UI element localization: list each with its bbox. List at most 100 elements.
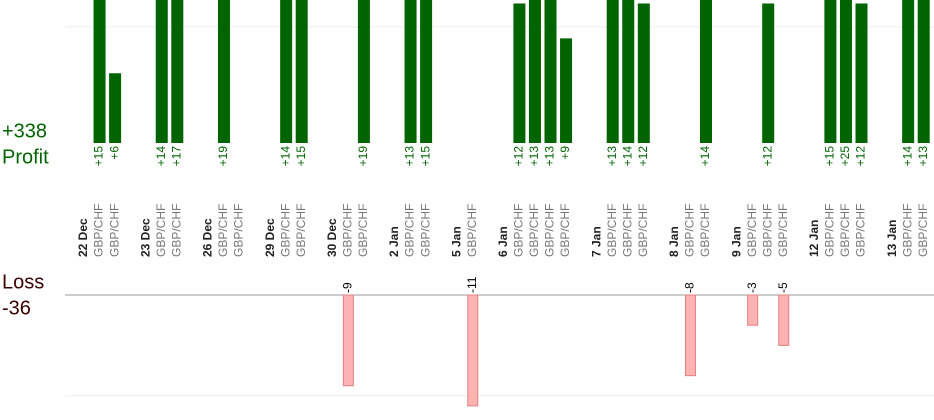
profit-value-label: +12 [854, 146, 868, 167]
profit-bar [824, 0, 837, 143]
pair-label: GBP/CHF [776, 204, 790, 257]
profit-bar [295, 0, 308, 143]
loss-bar [467, 294, 479, 407]
profit-bar [855, 3, 868, 143]
date-label: 2 Jan [387, 226, 401, 257]
profit-value-label: +17 [169, 146, 183, 167]
profit-total: +338 [2, 120, 47, 142]
loss-bar [342, 294, 354, 387]
profit-value-label: +15 [294, 146, 308, 167]
date-label: 13 Jan [885, 220, 899, 257]
loss-value-label: -11 [465, 276, 479, 293]
profit-bar [762, 3, 775, 143]
profit-value-label: +19 [216, 146, 230, 167]
pair-label: GBP/CHF [527, 204, 541, 257]
pair-label: GBP/CHF [760, 204, 774, 257]
profit-bar [404, 0, 417, 144]
pair-label: GBP/CHF [107, 204, 121, 257]
profit-value-label: +15 [92, 146, 106, 167]
profit-bar [544, 0, 557, 144]
loss-total: -36 [2, 297, 31, 319]
pair-label: GBP/CHF [558, 204, 572, 257]
pair-label: GBP/CHF [169, 204, 183, 257]
date-label: 5 Jan [449, 226, 463, 257]
profit-bar [606, 0, 619, 144]
loss-bar [778, 294, 790, 346]
profit-value-label: +15 [823, 146, 837, 167]
pair-label: GBP/CHF [900, 204, 914, 257]
profit-value-label: +13 [527, 146, 541, 167]
pair-label: GBP/CHF [92, 204, 106, 257]
pair-label: GBP/CHF [154, 204, 168, 257]
profit-value-label: +15 [418, 146, 432, 167]
profit-bar [357, 0, 370, 144]
date-label: 6 Jan [496, 226, 510, 257]
profit-label: Profit [2, 146, 49, 168]
profit-bar [528, 0, 541, 144]
profit-value-label: +13 [403, 146, 417, 167]
pair-label: GBP/CHF [278, 204, 292, 257]
pair-label: GBP/CHF [698, 204, 712, 257]
profit-value-label: +25 [838, 146, 852, 167]
date-label: 23 Dec [138, 218, 152, 257]
pair-label: GBP/CHF [605, 204, 619, 257]
profit-value-label: +14 [900, 146, 914, 167]
pair-label: GBP/CHF [854, 204, 868, 257]
pair-label: GBP/CHF [745, 204, 759, 257]
profit-value-label: +14 [698, 146, 712, 167]
profit-bar [902, 0, 915, 143]
profit-value-label: +13 [605, 146, 619, 167]
profit-value-label: +13 [916, 146, 930, 167]
loss-bar [684, 294, 696, 377]
profit-value-label: +12 [512, 146, 526, 167]
profit-bar [280, 0, 293, 143]
pair-label: GBP/CHF [341, 204, 355, 257]
pair-label: GBP/CHF [636, 204, 650, 257]
profit-bar [700, 0, 712, 143]
date-label: 30 Dec [325, 218, 339, 257]
loss-value-label: -3 [745, 282, 759, 293]
loss-label: Loss [2, 271, 44, 293]
date-label: 9 Jan [729, 226, 743, 257]
pair-label: GBP/CHF [418, 204, 432, 257]
loss-bar [747, 294, 759, 326]
pair-label: GBP/CHF [294, 204, 308, 257]
pair-label: GBP/CHF [512, 204, 526, 257]
loss-value-label: -8 [683, 282, 697, 293]
pair-label: GBP/CHF [620, 204, 634, 257]
date-label: 12 Jan [807, 220, 821, 257]
profit-value-label: +9 [558, 146, 572, 160]
profit-bar [109, 73, 122, 143]
profit-value-label: +14 [278, 146, 292, 167]
profit-bar [217, 0, 230, 144]
profit-value-label: +19 [356, 146, 370, 167]
date-label: 8 Jan [667, 226, 681, 257]
date-label: 29 Dec [263, 218, 277, 257]
profit-bar [420, 0, 433, 143]
profit-value-label: +6 [107, 146, 121, 160]
profit-bar [155, 0, 168, 143]
date-label: 26 Dec [201, 218, 215, 257]
pair-label: GBP/CHF [232, 204, 246, 257]
profit-value-label: +13 [543, 146, 557, 167]
profit-bar [622, 0, 635, 143]
profit-bar [637, 3, 650, 143]
pair-label: GBP/CHF [465, 204, 479, 257]
date-label: 7 Jan [589, 226, 603, 257]
pair-label: GBP/CHF [838, 204, 852, 257]
pair-label: GBP/CHF [356, 204, 370, 257]
profit-value-label: +14 [620, 146, 634, 167]
profit-bar [513, 3, 526, 143]
loss-value-label: -5 [776, 282, 790, 293]
profit-bar [560, 38, 573, 143]
profit-bar [917, 0, 930, 144]
pair-label: GBP/CHF [403, 204, 417, 257]
profit-value-label: +14 [154, 146, 168, 167]
pair-label: GBP/CHF [543, 204, 557, 257]
profit-value-label: +12 [760, 146, 774, 167]
profit-bar [93, 0, 106, 143]
pair-label: GBP/CHF [683, 204, 697, 257]
loss-value-label: -9 [341, 282, 355, 293]
